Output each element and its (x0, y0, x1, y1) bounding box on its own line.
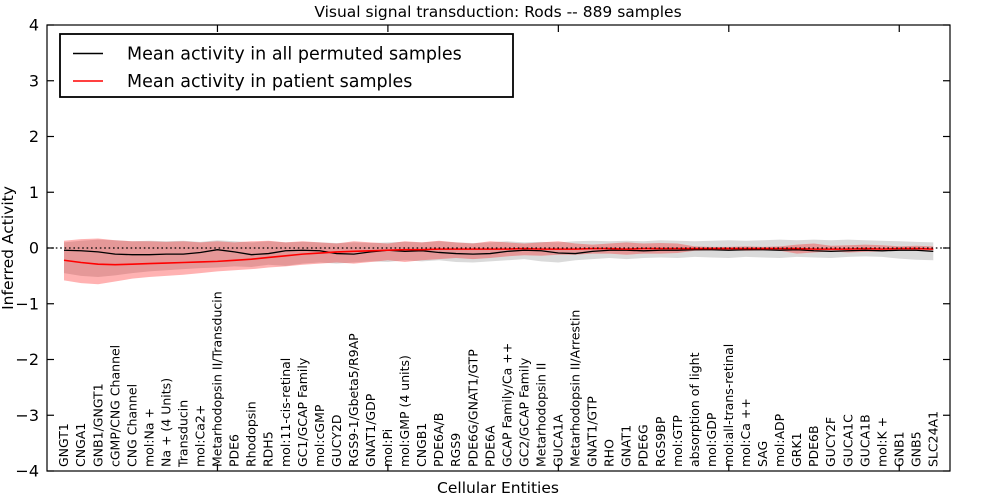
x-category-label: mol:Na + (141, 408, 156, 467)
axes (46, 24, 951, 472)
x-category-label: CNGB1 (414, 423, 429, 467)
x-category-label: Metarhodopsin II/Arrestin (568, 310, 583, 467)
y-tick-label: 0 (29, 239, 39, 258)
series-lines (47, 247, 950, 266)
x-category-label: cGMP/CNG Channel (107, 345, 122, 467)
x-axis-label: Cellular Entities (437, 479, 559, 497)
y-tick-label: 2 (29, 127, 39, 146)
x-category-label: GNB1/GNGT1 (90, 383, 105, 467)
legend-label-permuted: Mean activity in all permuted samples (127, 45, 462, 65)
x-category-label: Metarhodopsin II/Transducin (210, 291, 225, 467)
x-category-label: absorption of light (687, 352, 702, 467)
x-category-label: GUCA1A (551, 414, 566, 467)
x-category-label: GNAT1 (619, 425, 634, 467)
x-category-label: mol:all-trans-retinal (721, 344, 736, 467)
x-category-label: PDE6A/B (431, 413, 446, 467)
x-category-label: SLC24A1 (925, 411, 940, 467)
x-category-label: PDE6A (482, 425, 497, 467)
x-category-label: CNGA1 (73, 423, 88, 467)
x-category-label: GUCY2D (329, 414, 344, 467)
x-category-label: GUCY2F (823, 417, 838, 467)
x-category-label: RHO (602, 439, 617, 467)
x-category-label: CNG Channel (124, 384, 139, 467)
y-axis-label: Inferred Activity (0, 186, 17, 310)
x-category-label: GNB5 (908, 431, 923, 467)
x-category-label: PDE6B (806, 425, 821, 467)
x-category-label: mol:GMP (4 units) (397, 355, 412, 467)
x-category-label: GNGT1 (56, 423, 71, 467)
x-category-label: GRK1 (789, 432, 804, 467)
x-category-label: mol:K + (874, 417, 889, 467)
x-category-label: RGS9-1/Gbeta5/R9AP (346, 333, 361, 467)
legend-label-patient: Mean activity in patient samples (127, 72, 412, 92)
x-category-label: mol:Pi (380, 429, 395, 467)
x-category-label: Na + (4 Units) (158, 378, 173, 467)
x-category-label: mol:Ca2+ (193, 405, 208, 467)
x-category-label: mol:Ca ++ (738, 398, 753, 467)
y-tick-label: −4 (15, 462, 39, 481)
x-category-label: Transducin (176, 400, 191, 468)
x-category-label: GNB1 (891, 431, 906, 467)
y-tick-label: 3 (29, 71, 39, 90)
x-category-label: GUCA1C (840, 414, 855, 467)
x-category-label: Metarhodopsin II (533, 363, 548, 467)
x-category-label: mol:ADP (772, 413, 787, 467)
x-category-label: mol:GDP (704, 412, 719, 467)
x-category-label: mol:GTP (670, 415, 685, 467)
x-category-label: GNAT1/GTP (585, 396, 600, 467)
y-tick-label: 4 (29, 16, 39, 35)
legend: Mean activity in all permuted samples Me… (59, 33, 514, 98)
x-category-label: mol:11-cis-retinal (278, 358, 293, 467)
x-category-label: GNAT1/GDP (363, 393, 378, 467)
permuted-mean-line (63, 249, 934, 256)
x-category-label: GCAP Family/Ca ++ (499, 343, 514, 467)
y-tick-label: −1 (15, 294, 39, 313)
x-category-label: GC1/GCAP Family (295, 357, 310, 467)
x-category-label: PDE6 (227, 434, 242, 467)
x-category-label: GC2/GCAP Family (516, 357, 531, 467)
y-tick-label: 1 (29, 183, 39, 202)
x-category-label: GUCA1B (857, 414, 872, 467)
legend-box (59, 33, 514, 98)
x-category-label: SAG (755, 441, 770, 467)
x-category-label: Rhodopsin (244, 401, 259, 467)
x-category-label: PDE6G (636, 424, 651, 467)
y-tick-label: −3 (15, 406, 39, 425)
patient-mean-line (63, 247, 934, 266)
chart-title: Visual signal transduction: Rods -- 889 … (314, 3, 681, 21)
y-tick-labels: 4 3 2 1 0 −1 −2 −3 −4 (15, 16, 39, 481)
x-category-label: mol:cGMP (312, 404, 327, 467)
x-category-label: RGS9 (448, 433, 463, 467)
x-category-labels: GNGT1 CNGA1 GNB1/GNGT1 cGMP/CNG Channel CNG … (56, 291, 940, 468)
x-category-label: RDH5 (261, 431, 276, 467)
y-tick-label: −2 (15, 350, 39, 369)
x-category-label: RGS9BP (653, 416, 668, 467)
x-category-label: PDE6G/GNAT1/GTP (465, 349, 480, 467)
